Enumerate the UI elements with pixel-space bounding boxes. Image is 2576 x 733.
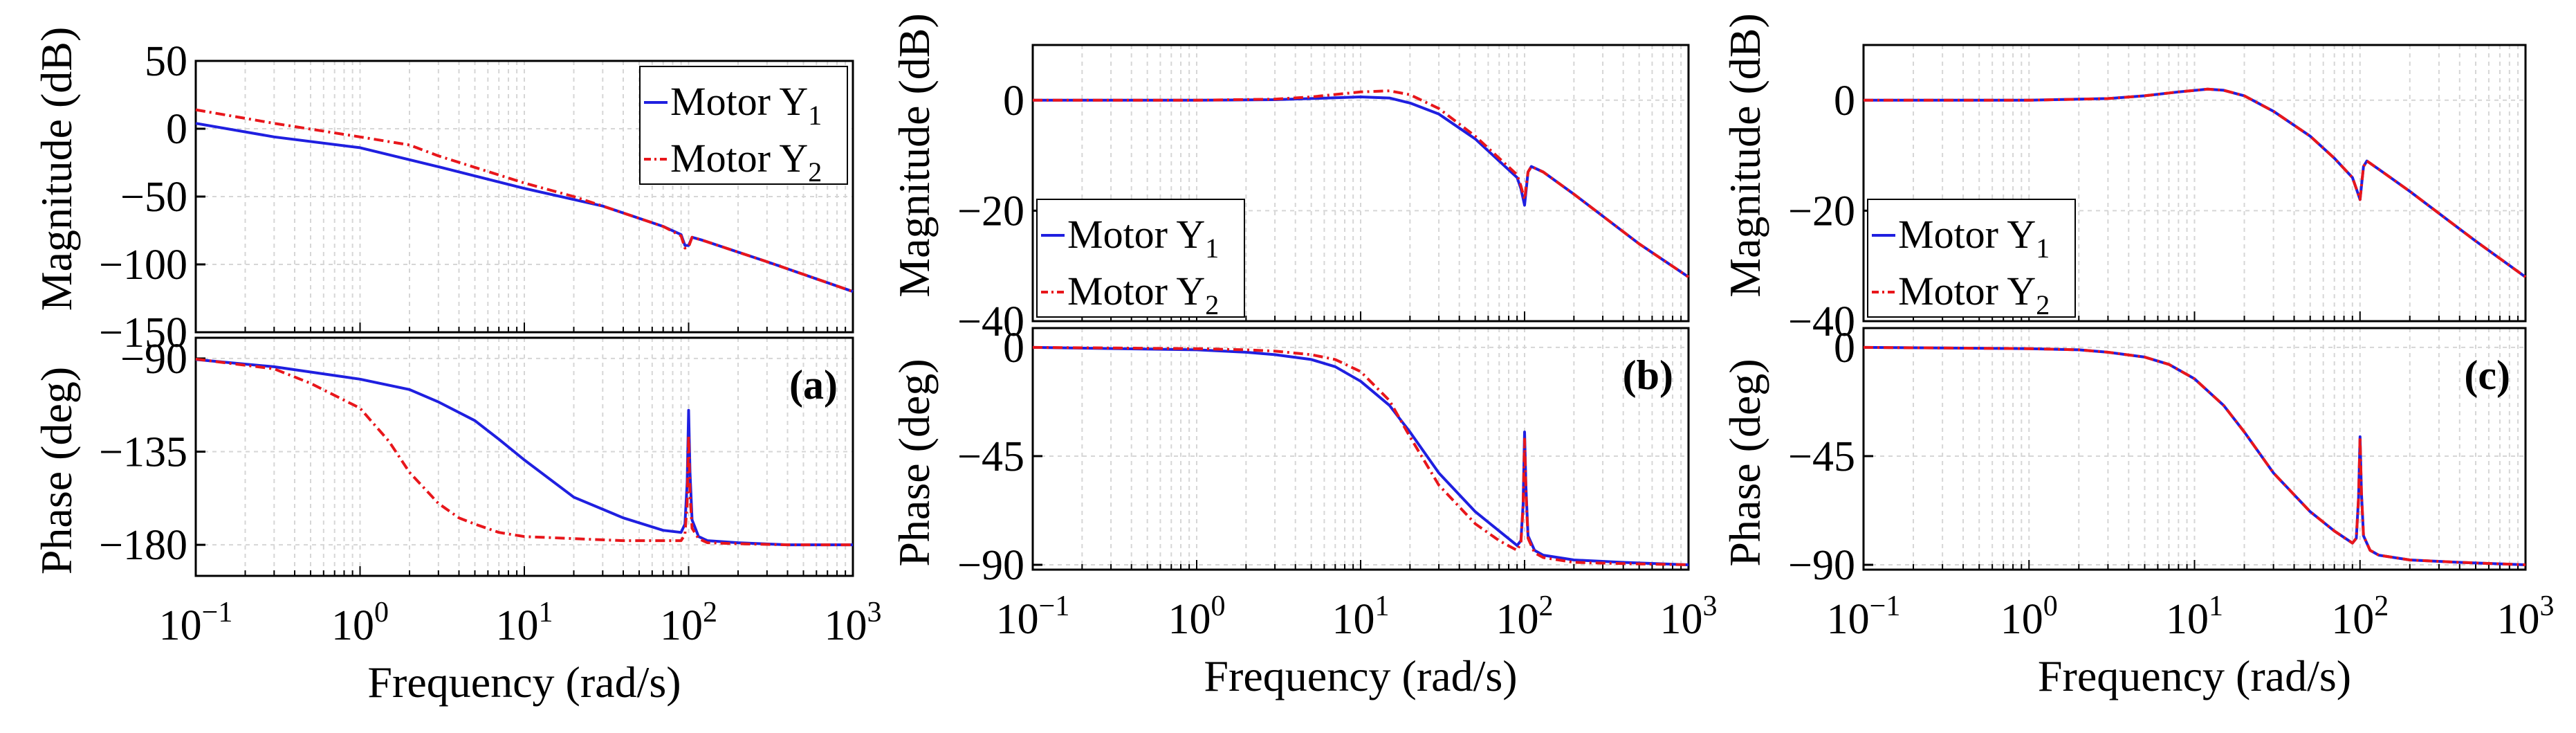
phase-ytick-label: −90 bbox=[957, 542, 1024, 589]
panel-label: (b) bbox=[1623, 352, 1673, 398]
legend-label-motor-y2: Motor Y2 bbox=[670, 136, 822, 188]
phase-ylabel: Phase (deg) bbox=[890, 359, 939, 566]
phase-series-motor-y2 bbox=[195, 357, 853, 547]
phase-ytick-label: −135 bbox=[99, 429, 187, 476]
xtick-label: 101 bbox=[1332, 590, 1390, 643]
xtick-label: 102 bbox=[2331, 590, 2389, 643]
phase-ytick-label: −45 bbox=[957, 433, 1024, 480]
phase-ylabel: Phase (deg) bbox=[32, 367, 81, 574]
xtick-label: 101 bbox=[496, 597, 553, 649]
xtick-label: 103 bbox=[1660, 590, 1718, 643]
xtick-label: 10−1 bbox=[159, 597, 233, 649]
magnitude-ytick-label: −100 bbox=[99, 242, 187, 289]
legend-label-motor-y2: Motor Y2 bbox=[1067, 269, 1219, 320]
magnitude-ylabel: Magnitude (dB) bbox=[1720, 13, 1769, 298]
xlabel: Frequency (rad/s) bbox=[1204, 651, 1517, 700]
magnitude-ytick-label: 0 bbox=[166, 106, 187, 153]
xlabel: Frequency (rad/s) bbox=[2038, 651, 2351, 700]
phase-axes: 0 −45 −90 bbox=[957, 325, 1690, 589]
phase-ytick-label: −90 bbox=[120, 336, 187, 383]
phase-ytick-label: −180 bbox=[99, 522, 187, 569]
legend-label-motor-y2: Motor Y2 bbox=[1898, 269, 2050, 320]
magnitude-ylabel: Magnitude (dB) bbox=[890, 13, 939, 298]
magnitude-ytick-label: −20 bbox=[1788, 188, 1855, 235]
phase-series-motor-y1 bbox=[195, 358, 853, 547]
magnitude-ytick-label: −50 bbox=[120, 174, 187, 221]
legend-label-motor-y1: Motor Y1 bbox=[670, 79, 822, 131]
xtick-label: 100 bbox=[2000, 590, 2058, 643]
xtick-label: 100 bbox=[1168, 590, 1226, 643]
magnitude-axes: 0 −20 −40 bbox=[957, 44, 1690, 345]
legend-box bbox=[1036, 199, 1245, 318]
panel-0: 50 0 −50 −100 −150−90 −135 −180 Magnitude (dB) P… bbox=[32, 27, 882, 707]
legend-box bbox=[639, 66, 848, 185]
magnitude-ytick-label: −150 bbox=[99, 309, 187, 356]
legend-label-motor-y1: Motor Y1 bbox=[1898, 212, 2050, 264]
xtick-label: 100 bbox=[331, 597, 389, 649]
panel-label: (c) bbox=[2464, 352, 2510, 398]
phase-series-motor-y2 bbox=[1032, 345, 1689, 566]
phase-ytick-label: −90 bbox=[1788, 542, 1855, 589]
magnitude-axes: 50 0 −50 −100 −150 bbox=[99, 38, 854, 356]
xtick-label: 103 bbox=[825, 597, 882, 649]
magnitude-ytick-label: −40 bbox=[957, 298, 1024, 345]
magnitude-ytick-label: 0 bbox=[1834, 78, 1855, 125]
phase-ylabel: Phase (deg) bbox=[1720, 359, 1769, 566]
legend-label-motor-y1: Motor Y1 bbox=[1067, 212, 1219, 264]
magnitude-ytick-label: −40 bbox=[1788, 298, 1855, 345]
legend-box bbox=[1867, 199, 2076, 318]
magnitude-series-motor-y2 bbox=[1033, 89, 1690, 278]
xtick-label: 101 bbox=[2166, 590, 2223, 643]
xtick-label: 10−1 bbox=[1827, 590, 1901, 643]
xtick-label: 10−1 bbox=[996, 590, 1070, 643]
magnitude-series-motor-y2 bbox=[1864, 87, 2527, 278]
magnitude-ytick-label: −20 bbox=[957, 188, 1024, 235]
phase-series-motor-y1 bbox=[1032, 345, 1689, 566]
xtick-label: 103 bbox=[2497, 590, 2555, 643]
phase-axes: 0 −45 −90 bbox=[1788, 325, 2527, 589]
phase-ytick-label: 0 bbox=[1834, 325, 1855, 372]
xtick-label: 102 bbox=[660, 597, 717, 649]
magnitude-ylabel: Magnitude (dB) bbox=[32, 27, 81, 311]
xlabel: Frequency (rad/s) bbox=[367, 658, 681, 707]
magnitude-ytick-label: 0 bbox=[1003, 78, 1024, 125]
panel-label: (a) bbox=[789, 362, 838, 408]
magnitude-series-motor-y1 bbox=[195, 122, 854, 293]
xtick-label: 102 bbox=[1496, 590, 1554, 643]
phase-series-motor-y2 bbox=[1863, 345, 2526, 566]
phase-axes: −90 −135 −180 bbox=[99, 336, 854, 577]
phase-ytick-label: 0 bbox=[1003, 325, 1024, 372]
phase-ytick-label: −45 bbox=[1788, 433, 1855, 480]
magnitude-ytick-label: 50 bbox=[145, 38, 187, 85]
